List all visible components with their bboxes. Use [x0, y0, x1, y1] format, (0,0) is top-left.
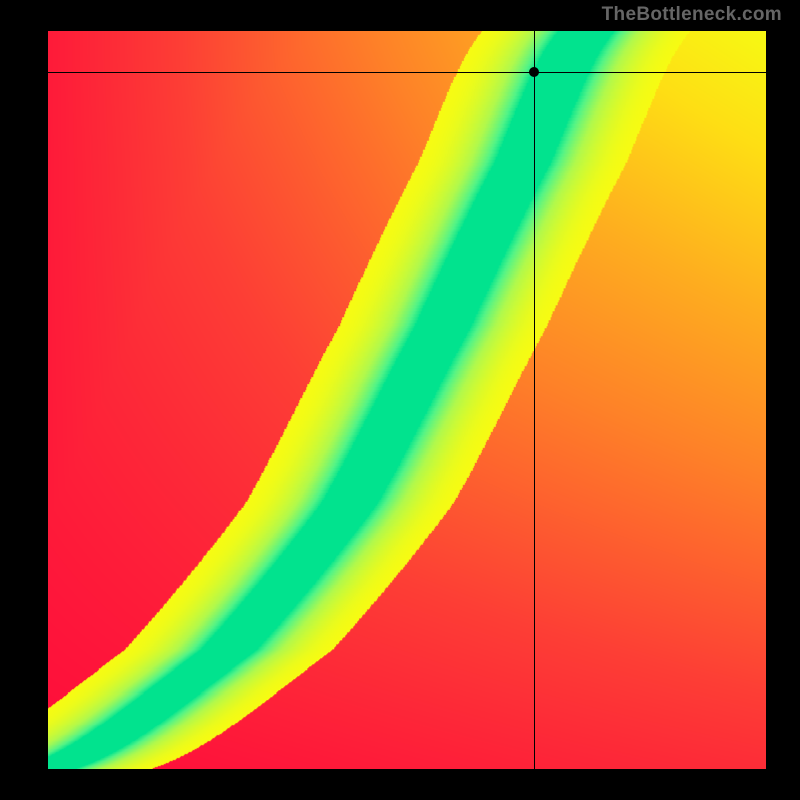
watermark-text: TheBottleneck.com	[602, 4, 782, 26]
heatmap-canvas	[48, 31, 766, 769]
heatmap-plot	[47, 30, 767, 770]
